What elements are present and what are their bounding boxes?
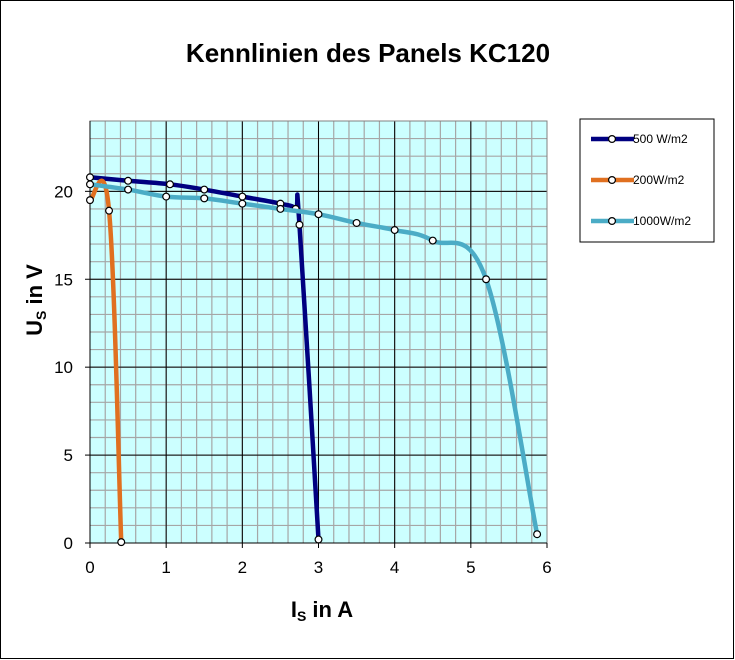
data-point	[124, 185, 133, 194]
tick-layer: 0 1 2 3 4 5 6 0 5 10 15 20	[54, 182, 552, 577]
y-tick-label: 10	[54, 358, 73, 377]
legend: 500 W/m2 200W/m2 1000W/m2	[579, 118, 715, 243]
data-point	[85, 180, 94, 189]
data-point	[117, 538, 126, 547]
x-tick-label: 4	[390, 558, 399, 577]
data-point	[165, 180, 174, 189]
legend-swatch-marker	[607, 217, 616, 226]
x-tick-label: 6	[542, 558, 551, 577]
data-point	[314, 535, 323, 544]
data-point	[238, 199, 247, 208]
data-point	[352, 218, 361, 227]
data-point	[124, 176, 133, 185]
data-point	[276, 204, 285, 213]
legend-label: 500 W/m2	[633, 132, 688, 146]
series-layer	[85, 173, 542, 547]
y-axis-title-main: U	[22, 320, 47, 336]
y-axis-title-sub: S	[33, 311, 49, 320]
legend-label: 200W/m2	[633, 173, 685, 187]
x-tick-label: 5	[466, 558, 475, 577]
data-point	[482, 275, 491, 284]
data-point	[390, 226, 399, 235]
data-point	[295, 220, 304, 229]
x-tick-label: 3	[314, 558, 323, 577]
y-tick-label: 15	[54, 270, 73, 289]
chart-title: Kennlinien des Panels KC120	[186, 38, 550, 68]
x-axis-title: IS in A	[291, 597, 353, 624]
data-point	[428, 236, 437, 245]
data-point	[105, 206, 114, 215]
data-point	[200, 194, 209, 203]
data-point	[238, 192, 247, 201]
data-point	[162, 192, 171, 201]
data-point	[314, 210, 323, 219]
y-axis-title-rest: in V	[22, 264, 47, 311]
legend-label: 1000W/m2	[633, 214, 691, 228]
y-axis-title: US in V	[22, 264, 49, 336]
data-point	[85, 196, 94, 205]
x-tick-label: 2	[238, 558, 247, 577]
data-point	[85, 173, 94, 182]
series-line	[87, 175, 321, 542]
data-point	[200, 185, 209, 194]
series-3	[85, 180, 542, 539]
legend-swatch-marker	[607, 176, 616, 185]
data-point	[533, 530, 542, 539]
x-axis-title-rest: in A	[306, 597, 353, 622]
y-tick-label: 0	[64, 534, 73, 553]
x-tick-label: 1	[161, 558, 170, 577]
legend-swatch-marker	[607, 135, 616, 144]
x-axis-title-sub: S	[297, 608, 306, 624]
x-tick-label: 0	[85, 558, 94, 577]
y-tick-label: 5	[64, 446, 73, 465]
x-axis-title-main: I	[291, 597, 297, 622]
y-tick-label: 20	[54, 182, 73, 201]
